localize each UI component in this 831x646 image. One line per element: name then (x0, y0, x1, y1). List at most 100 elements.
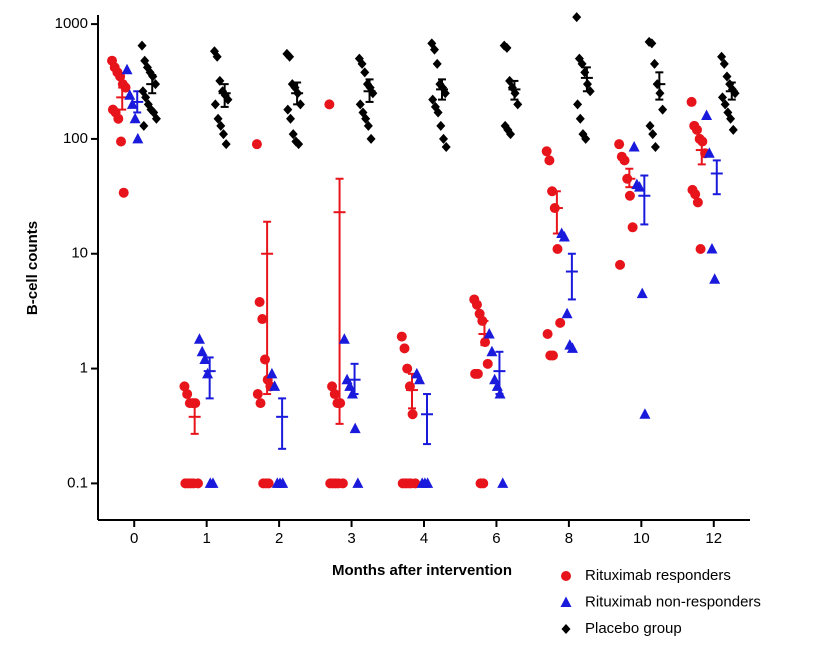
point (218, 129, 228, 140)
point (650, 58, 660, 69)
point (645, 120, 655, 131)
point (647, 38, 657, 49)
point (497, 477, 509, 488)
point (701, 109, 713, 120)
point (432, 58, 442, 69)
point (430, 44, 439, 55)
point (402, 363, 413, 374)
point (648, 129, 658, 140)
point (252, 389, 263, 400)
point (260, 354, 271, 365)
point (422, 477, 434, 488)
point (202, 367, 214, 379)
point (121, 63, 133, 75)
point (414, 373, 425, 385)
point (286, 113, 296, 124)
point (580, 67, 590, 78)
point (349, 422, 361, 434)
point (506, 129, 516, 140)
point (615, 259, 626, 270)
point (636, 287, 648, 299)
point (686, 96, 697, 107)
point (482, 358, 493, 369)
point (266, 367, 278, 379)
point (483, 328, 495, 339)
point (212, 51, 222, 62)
point (513, 99, 523, 110)
point (726, 113, 736, 124)
x-tick-label: 10 (633, 530, 650, 547)
y-tick-label: 1 (80, 360, 88, 377)
point (363, 120, 373, 131)
y-axis-label: B-cell counts (24, 221, 41, 315)
point (285, 51, 295, 62)
legend-label: Rituximab responders (585, 567, 731, 584)
point (692, 197, 703, 208)
point (255, 398, 266, 409)
point (428, 94, 438, 105)
point (703, 147, 715, 158)
x-tick-label: 3 (347, 530, 355, 547)
point (288, 129, 298, 140)
point (405, 478, 416, 489)
point (338, 333, 350, 344)
point (552, 243, 563, 254)
point (720, 99, 730, 110)
point (324, 99, 335, 110)
point (690, 189, 701, 200)
x-tick-label: 6 (492, 530, 500, 547)
point (396, 331, 407, 342)
y-tick-label: 1000 (55, 15, 88, 32)
point (355, 99, 365, 110)
point (566, 342, 578, 353)
point (486, 345, 498, 357)
point (221, 139, 231, 150)
point (207, 477, 219, 488)
point (627, 222, 638, 233)
point (126, 98, 138, 109)
point (502, 42, 512, 53)
point (179, 381, 190, 392)
x-tick-label: 2 (275, 530, 283, 547)
point (132, 132, 144, 144)
point (283, 104, 293, 115)
point (366, 133, 376, 144)
point (619, 155, 630, 166)
point (561, 307, 573, 319)
point (624, 190, 635, 201)
point (213, 113, 223, 124)
point (544, 155, 555, 166)
point (193, 333, 205, 344)
point (505, 75, 515, 86)
point (547, 186, 558, 197)
point (634, 181, 646, 192)
point (188, 478, 199, 489)
point (728, 124, 738, 135)
point (254, 296, 265, 307)
point (639, 408, 651, 419)
y-tick-label: 0.1 (67, 474, 88, 491)
point (124, 89, 136, 100)
point (658, 104, 668, 115)
point (263, 478, 274, 489)
point (433, 107, 443, 118)
y-tick-label: 100 (63, 130, 88, 147)
legend-label: Placebo group (585, 620, 682, 637)
point (137, 40, 147, 51)
point (695, 243, 706, 254)
legend-marker (560, 596, 572, 607)
point (628, 141, 640, 152)
point (361, 113, 371, 124)
point (614, 139, 625, 150)
point (357, 58, 367, 69)
point (472, 368, 483, 379)
point (151, 113, 161, 124)
point (399, 343, 410, 354)
point (575, 113, 585, 124)
legend-marker (561, 571, 571, 581)
point (333, 478, 344, 489)
point (541, 146, 552, 157)
point (558, 230, 570, 242)
x-axis-label: Months after intervention (332, 562, 512, 579)
